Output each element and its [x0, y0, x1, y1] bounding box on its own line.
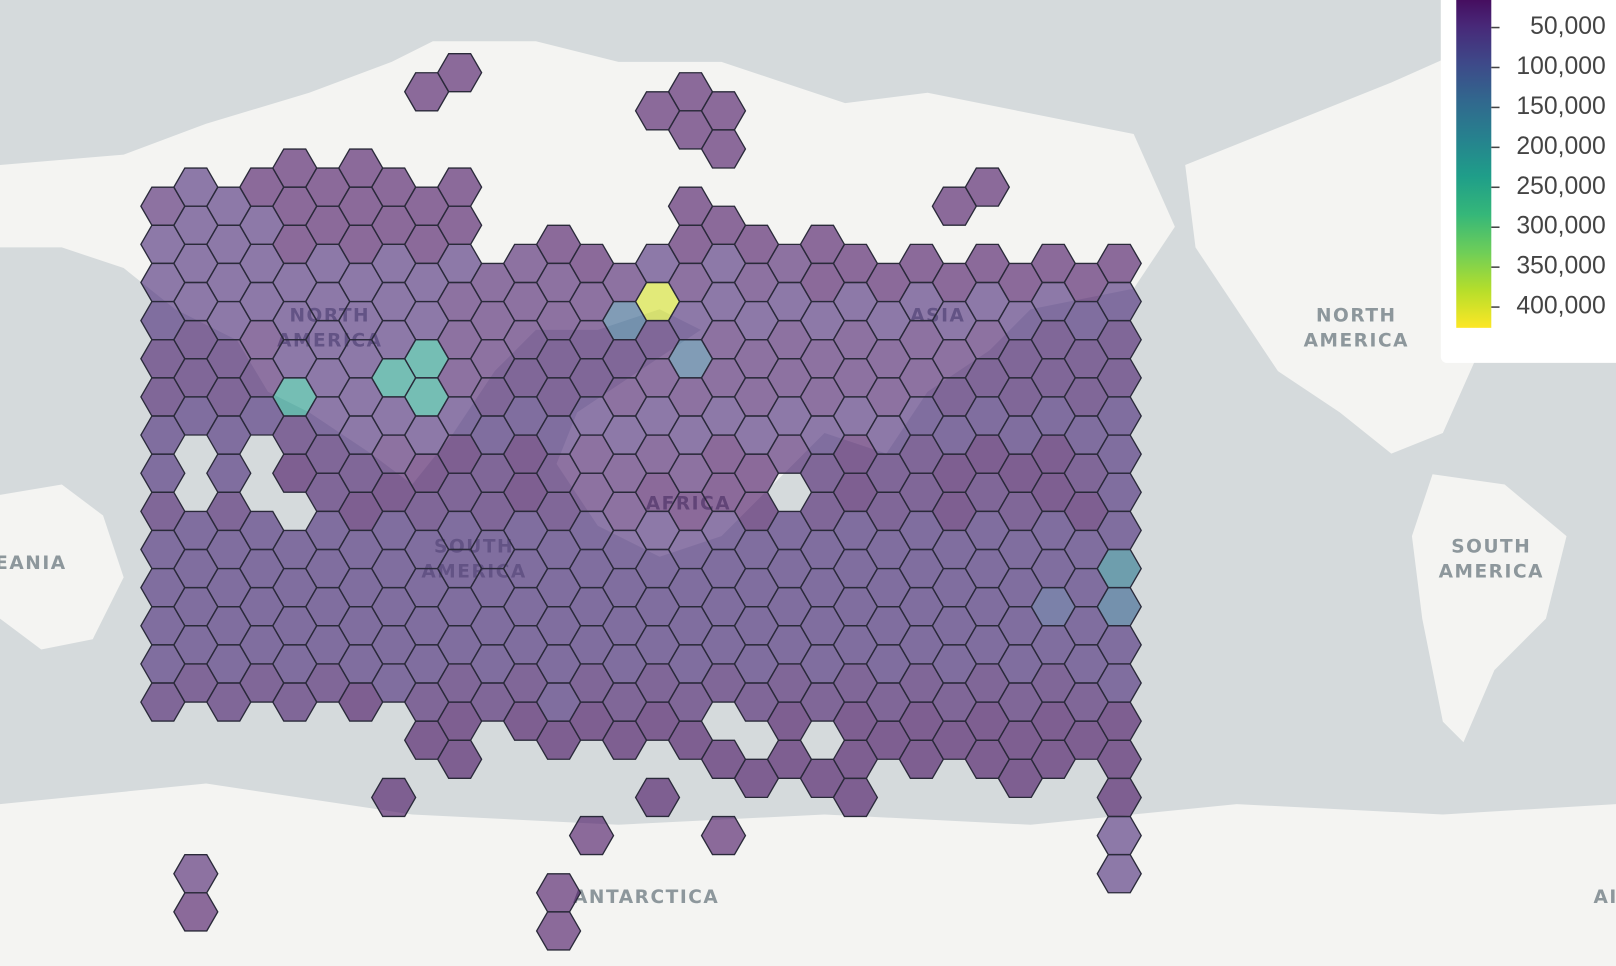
map-label: AMERICA — [1439, 561, 1544, 582]
color-legend: 50,000 100,000 150,000 200,000 250,000 300,00… — [1440, 0, 1616, 363]
tick-label: 300,000 — [1516, 213, 1605, 240]
hex-bin — [535, 911, 582, 951]
hex-bin — [436, 52, 483, 93]
tick-label: 50,000 — [1530, 13, 1606, 40]
hex-bin — [700, 129, 747, 169]
hex-bin — [1096, 854, 1142, 894]
hex-bin — [898, 739, 945, 779]
hex-bin — [568, 815, 615, 856]
hex-bin — [634, 777, 681, 818]
tick-label: 250,000 — [1516, 173, 1605, 200]
tick-label: 200,000 — [1516, 133, 1605, 160]
hex-bin — [1030, 739, 1077, 779]
land-mass — [0, 783, 1616, 966]
tick-label: 150,000 — [1516, 93, 1605, 120]
land-mass — [1411, 474, 1567, 743]
tick-label: 350,000 — [1516, 253, 1605, 280]
map-label: AI — [1594, 887, 1616, 908]
hex-bin — [173, 892, 219, 932]
tick-label: 400,000 — [1516, 293, 1605, 320]
map-label: AMERICA — [1304, 330, 1409, 351]
map-label: EANIA — [0, 553, 67, 574]
map-label: SOUTH — [1451, 537, 1531, 558]
hex-layer — [140, 52, 1142, 951]
hex-bin — [832, 777, 879, 818]
tick-label: 100,000 — [1516, 53, 1605, 80]
map-label: NORTH — [1316, 306, 1397, 327]
hex-bin — [700, 815, 747, 856]
hex-bin — [436, 739, 483, 779]
color-bar — [1456, 0, 1492, 328]
hex-bin — [964, 167, 1011, 207]
land-mass — [0, 484, 124, 650]
hex-bin — [370, 777, 417, 818]
map-label: ANTARCTICA — [573, 887, 719, 908]
